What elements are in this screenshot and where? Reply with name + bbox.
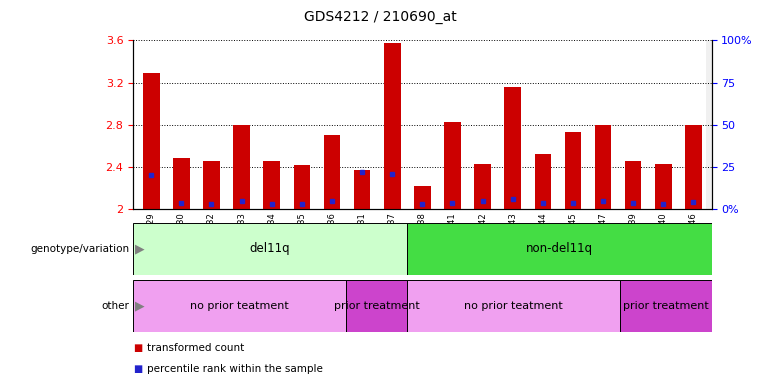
Text: non-del11q: non-del11q: [526, 242, 593, 255]
Bar: [595, 125, 611, 209]
Bar: [133, 223, 407, 275]
Text: other: other: [101, 301, 129, 311]
Bar: [655, 164, 672, 209]
Bar: [294, 165, 310, 209]
Text: GDS4212 / 210690_at: GDS4212 / 210690_at: [304, 10, 457, 23]
Bar: [685, 125, 702, 209]
Bar: [534, 154, 551, 209]
Text: prior treatment: prior treatment: [334, 301, 419, 311]
Bar: [323, 136, 340, 209]
Bar: [414, 186, 431, 209]
Bar: [133, 280, 346, 332]
Bar: [620, 280, 712, 332]
Text: del11q: del11q: [250, 242, 291, 255]
Bar: [474, 164, 491, 209]
Bar: [625, 161, 642, 209]
Text: prior treatment: prior treatment: [623, 301, 708, 311]
Bar: [173, 157, 189, 209]
Bar: [234, 125, 250, 209]
Bar: [505, 87, 521, 209]
Bar: [203, 161, 220, 209]
Bar: [346, 280, 407, 332]
Bar: [384, 43, 400, 209]
Bar: [444, 122, 460, 209]
Text: genotype/variation: genotype/variation: [30, 243, 129, 254]
Text: no prior teatment: no prior teatment: [464, 301, 563, 311]
Text: ▶: ▶: [135, 300, 145, 313]
Bar: [143, 73, 160, 209]
Text: ■: ■: [133, 364, 142, 374]
Text: ▶: ▶: [135, 242, 145, 255]
Bar: [354, 170, 371, 209]
Bar: [565, 132, 581, 209]
Text: no prior teatment: no prior teatment: [190, 301, 289, 311]
Bar: [407, 280, 620, 332]
Text: percentile rank within the sample: percentile rank within the sample: [147, 364, 323, 374]
Text: ■: ■: [133, 343, 142, 353]
Text: transformed count: transformed count: [147, 343, 244, 353]
Bar: [407, 223, 712, 275]
Bar: [263, 161, 280, 209]
